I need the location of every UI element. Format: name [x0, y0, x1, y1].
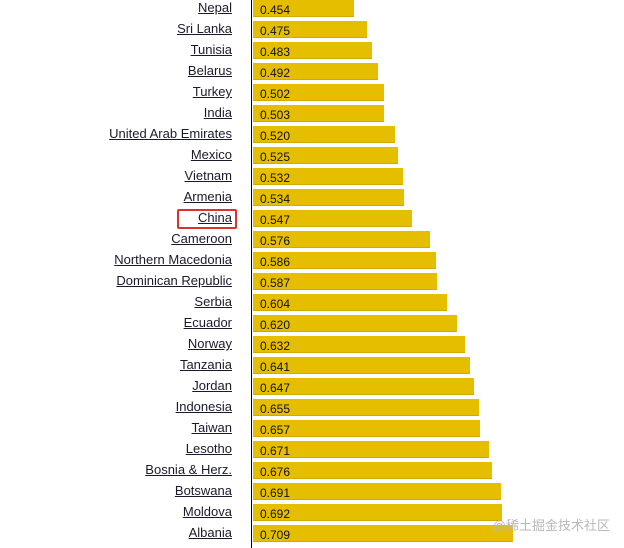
data-label: 0.657 — [260, 423, 291, 437]
country-label[interactable]: Mexico — [190, 147, 232, 162]
country-label[interactable]: Lesotho — [185, 441, 232, 456]
data-label: 0.492 — [260, 66, 291, 80]
country-label[interactable]: Vietnam — [184, 168, 232, 183]
data-label: 0.604 — [260, 297, 291, 311]
country-label[interactable]: Turkey — [192, 84, 232, 99]
bar — [253, 273, 437, 290]
data-label: 0.676 — [260, 465, 291, 479]
data-label: 0.502 — [260, 87, 291, 101]
bar — [253, 420, 481, 437]
data-label: 0.520 — [260, 129, 291, 143]
data-label: 0.691 — [260, 486, 291, 500]
country-label[interactable]: Indonesia — [175, 399, 232, 414]
data-label: 0.641 — [260, 360, 291, 374]
country-label[interactable]: Cameroon — [171, 231, 232, 246]
bar — [253, 525, 513, 542]
bar — [253, 336, 465, 353]
bar — [253, 189, 404, 206]
bar — [253, 504, 503, 521]
country-label[interactable]: Moldova — [182, 504, 232, 519]
data-label: 0.647 — [260, 381, 291, 395]
data-label: 0.547 — [260, 213, 291, 227]
country-label[interactable]: Jordan — [192, 378, 232, 393]
bar — [253, 147, 399, 164]
bar — [253, 315, 458, 332]
country-label[interactable]: Armenia — [183, 189, 232, 204]
country-label[interactable]: Ecuador — [183, 315, 232, 330]
data-label: 0.532 — [260, 171, 291, 185]
country-label[interactable]: Tanzania — [179, 357, 232, 372]
data-label: 0.483 — [260, 45, 291, 59]
watermark: @稀土掘金技术社区 — [492, 518, 610, 533]
country-label[interactable]: Serbia — [194, 294, 232, 309]
bar — [253, 399, 480, 416]
country-label[interactable]: United Arab Emirates — [109, 126, 232, 141]
bar — [253, 378, 475, 395]
country-label[interactable]: Bosnia & Herz. — [145, 462, 232, 477]
country-label[interactable]: Taiwan — [191, 420, 232, 435]
bar — [253, 63, 378, 80]
bar — [253, 126, 396, 143]
bar — [253, 21, 368, 38]
bar — [253, 42, 373, 59]
bar — [253, 105, 385, 122]
country-label[interactable]: Norway — [187, 336, 232, 351]
country-label[interactable]: Belarus — [187, 63, 232, 78]
data-label: 0.534 — [260, 192, 291, 206]
country-label[interactable]: Botswana — [174, 483, 232, 498]
country-label[interactable]: India — [203, 105, 232, 120]
bar — [253, 357, 471, 374]
bar — [253, 84, 384, 101]
data-label: 0.525 — [260, 150, 291, 164]
country-label[interactable]: China — [198, 210, 232, 225]
bar — [253, 462, 493, 479]
data-label: 0.503 — [260, 108, 291, 122]
data-label: 0.454 — [260, 3, 291, 17]
country-label[interactable]: Sri Lanka — [177, 21, 232, 36]
country-label[interactable]: Nepal — [198, 0, 232, 15]
bar — [253, 210, 412, 227]
data-label: 0.655 — [260, 402, 291, 416]
y-axis-line — [251, 0, 252, 548]
data-label: 0.692 — [260, 507, 291, 521]
highlight-box — [177, 209, 237, 229]
data-label: 0.576 — [260, 234, 291, 248]
bar — [253, 231, 430, 248]
bar — [253, 294, 448, 311]
country-label[interactable]: Albania — [188, 525, 232, 540]
data-label: 0.586 — [260, 255, 291, 269]
data-label: 0.671 — [260, 444, 291, 458]
country-label[interactable]: Dominican Republic — [116, 273, 232, 288]
bar — [253, 0, 354, 17]
country-label[interactable]: Northern Macedonia — [114, 252, 232, 267]
country-label[interactable]: Tunisia — [190, 42, 232, 57]
data-label: 0.709 — [260, 528, 291, 542]
data-label: 0.632 — [260, 339, 291, 353]
data-label: 0.587 — [260, 276, 291, 290]
bar — [253, 168, 403, 185]
data-label: 0.475 — [260, 24, 291, 38]
bar — [253, 252, 437, 269]
bar — [253, 441, 489, 458]
bar — [253, 483, 502, 500]
data-label: 0.620 — [260, 318, 291, 332]
